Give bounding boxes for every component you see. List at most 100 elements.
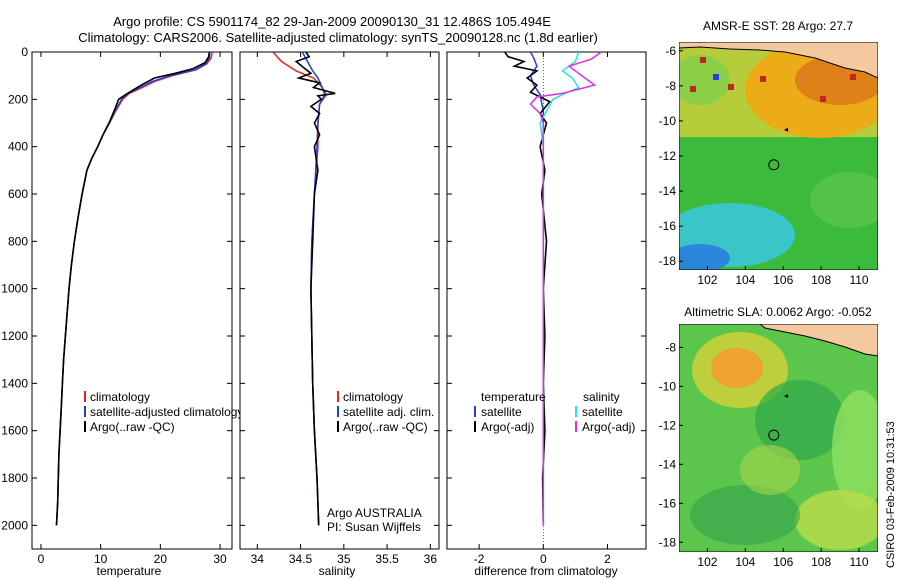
- map-y-tick-label: -8: [665, 340, 676, 354]
- map-y-tick-label: -10: [659, 114, 677, 128]
- legend-swatch-satellite: [337, 406, 339, 417]
- argo-float-position-marker: [768, 159, 780, 171]
- x-tick-label: 36: [424, 552, 438, 566]
- sla-light-patch: [795, 490, 878, 550]
- legend-swatch-climatology: [84, 391, 86, 402]
- salinity-legend: climatology satellite adj. clim. Argo(..…: [337, 390, 434, 434]
- sla-high-core: [711, 348, 763, 388]
- legend-swatch-sal-satellite: [575, 406, 577, 417]
- sla-light-patch: [832, 390, 878, 510]
- legend-swatch-climatology: [337, 391, 339, 402]
- y-tick-label: 1600: [1, 424, 28, 438]
- map-x-tick-label: 110: [849, 555, 868, 569]
- sst-map-panel: AMSR-E SST: 28 Argo: 27.7 102 104 106 108 11…: [659, 19, 878, 287]
- sst-pixel: [700, 57, 706, 63]
- salinity-xlabel: salinity: [319, 564, 356, 578]
- legend-label-climatology: climatology: [90, 390, 150, 404]
- sla-map-image: [679, 324, 878, 552]
- map-x-tick-label: 110: [849, 273, 868, 287]
- difference-legend: temperature salinity satellite Argo(-adj…: [474, 390, 635, 434]
- sla-map-marks: [768, 394, 789, 441]
- temperature-ticks: 0 10 20 30 0 200 400 600 800 1000 1200 1400 1600 1800…: [1, 45, 232, 566]
- temperature-series: [55, 52, 214, 526]
- sla-map-panel: Altimetric SLA: 0.0062 Argo: -0.052 102 1…: [659, 305, 878, 569]
- sst-green-patch: [679, 55, 730, 105]
- sst-land-coast: [679, 42, 878, 79]
- x-tick-label: 35: [337, 552, 351, 566]
- map-y-tick-label: -16: [659, 219, 677, 233]
- map-y-tick-label: -18: [659, 254, 677, 268]
- legend-label-argo: Argo(..raw -QC): [90, 420, 175, 434]
- temperature-legend: climatology satellite-adjusted climatolo…: [84, 390, 243, 434]
- sst-pixel: [690, 86, 696, 92]
- sst-mid-patch: [810, 172, 878, 228]
- series-line-argo-raw-qc: [55, 52, 211, 526]
- legend-label-temp-satellite: satellite: [481, 405, 522, 419]
- map-y-tick-label: -18: [659, 535, 677, 549]
- x-tick-label: 2: [604, 552, 611, 566]
- map-y-tick-label: -12: [659, 149, 677, 163]
- sst-pixel: [760, 76, 766, 82]
- series-line-salinity-argo-adj: [529, 52, 602, 526]
- salinity-ticks: 34 34.5 35 35.5 36: [240, 51, 439, 566]
- sst-map-ticks: 102 104 106 108 110 -6 -8 -10 -12 -14 -16 -18: [659, 44, 869, 287]
- x-tick-label: 34.5: [289, 552, 313, 566]
- legend-label-temp-argo: Argo(-adj): [481, 420, 534, 434]
- map-x-tick-label: 108: [811, 273, 831, 287]
- map-x-tick-label: 104: [735, 273, 755, 287]
- sst-pixel: [728, 84, 734, 90]
- temperature-panel: 0 10 20 30 0 200 400 600 800 1000 1200 1400 1600 1800…: [1, 45, 243, 578]
- legend-swatch-argo: [337, 421, 339, 432]
- difference-series: [504, 52, 602, 526]
- difference-plot-frame: [446, 51, 647, 550]
- legend-label-climatology: climatology: [343, 390, 403, 404]
- sst-pixel: [713, 74, 719, 80]
- sst-pixel: [820, 96, 826, 102]
- temperature-xlabel: temperature: [97, 564, 162, 578]
- temperature-plot-frame: [31, 51, 233, 550]
- x-tick-label: 35.5: [375, 552, 399, 566]
- y-tick-label: 1400: [1, 376, 28, 390]
- salinity-panel: 34 34.5 35 35.5 36 salinity climatology sate…: [239, 51, 440, 578]
- y-tick-label: 1200: [1, 329, 28, 343]
- figure-title-line2: Climatology: CARS2006. Satellite-adjuste…: [78, 30, 598, 45]
- y-tick-label: 400: [8, 140, 28, 154]
- float-pi-label: PI: Susan Wijffels: [327, 520, 421, 534]
- sla-land-coast: [759, 324, 878, 357]
- legend-header-temperature: temperature: [481, 390, 546, 404]
- legend-swatch-satellite: [84, 406, 86, 417]
- difference-panel: -2 0 2 difference from climatology tempera…: [446, 51, 647, 578]
- sla-light-patch: [740, 445, 800, 495]
- side-stamp: CSIRO 03-Feb-2009 10:31:53: [885, 421, 897, 568]
- y-tick-label: 0: [21, 45, 28, 59]
- x-tick-label: 20: [154, 552, 168, 566]
- sla-map-ticks: 102 104 106 108 110 -8 -10 -12 -14 -16 -18: [659, 340, 869, 569]
- argo-float-position-marker: [768, 429, 780, 441]
- salinity-series: [272, 52, 336, 526]
- map-x-tick-label: 106: [773, 555, 793, 569]
- sla-low-patch: [690, 485, 800, 545]
- map-x-tick-label: 102: [697, 273, 717, 287]
- series-line-argo-raw-qc: [294, 52, 336, 526]
- y-tick-label: 1800: [1, 471, 28, 485]
- map-y-tick-label: -12: [659, 418, 677, 432]
- map-y-tick-label: -6: [665, 44, 676, 58]
- sst-cold-patch: [679, 244, 730, 270]
- map-x-tick-label: 108: [811, 555, 831, 569]
- map-x-tick-label: 102: [697, 555, 717, 569]
- previous-position-marker: [784, 394, 789, 399]
- x-tick-label: 30: [213, 552, 227, 566]
- sst-map-image: [679, 42, 878, 270]
- x-tick-label: 0: [540, 552, 547, 566]
- map-y-tick-label: -10: [659, 379, 677, 393]
- difference-xlabel: difference from climatology: [474, 564, 617, 578]
- legend-label-argo: Argo(..raw -QC): [343, 420, 428, 434]
- salinity-plot-frame: [239, 51, 440, 550]
- figure-title-line1: Argo profile: CS 5901174_82 29-Jan-2009 …: [113, 14, 551, 29]
- x-tick-label: -2: [474, 552, 485, 566]
- x-tick-label: 10: [94, 552, 108, 566]
- legend-label-sal-satellite: satellite: [582, 405, 623, 419]
- sst-map-marks: [768, 127, 789, 171]
- legend-label-sal-argo: Argo(-adj): [582, 420, 635, 434]
- map-y-tick-label: -16: [659, 496, 677, 510]
